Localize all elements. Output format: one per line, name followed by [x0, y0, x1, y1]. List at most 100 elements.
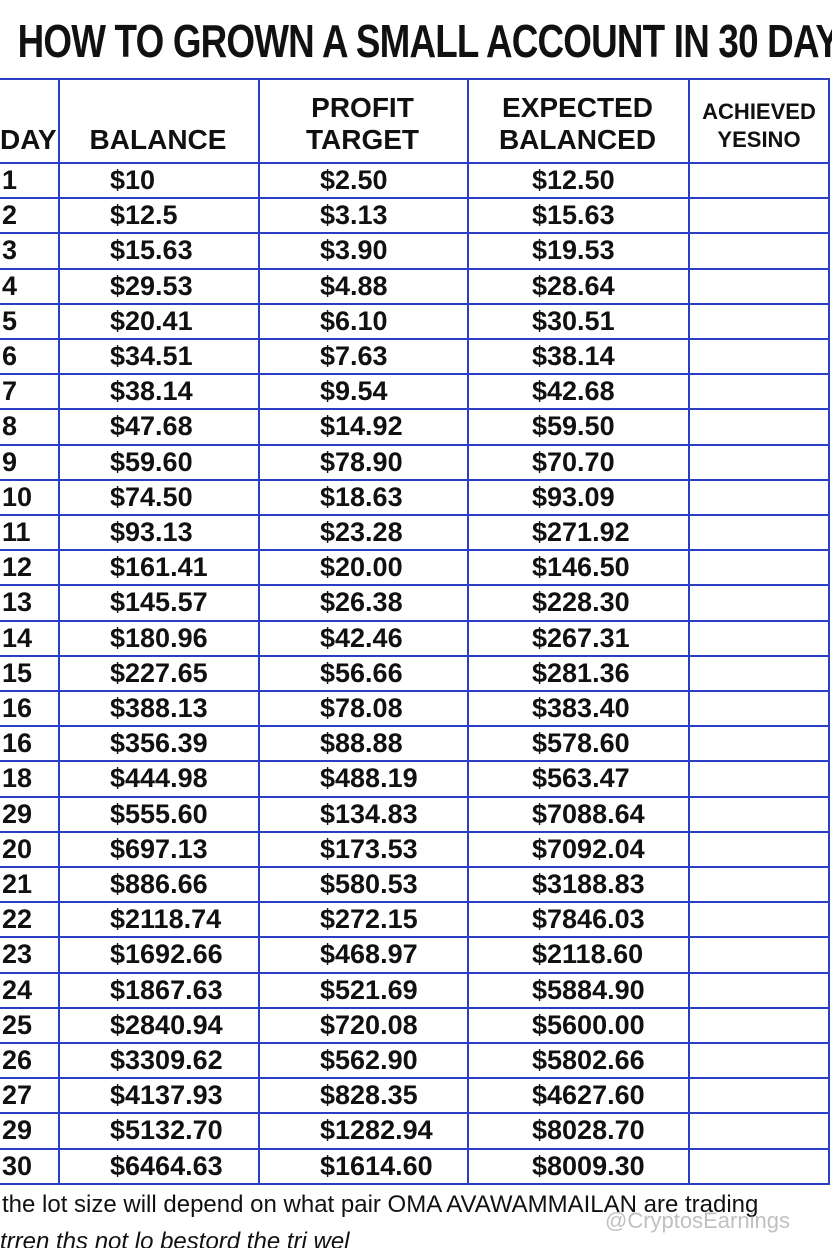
- row-border: [0, 373, 830, 376]
- table-cell: 15: [2, 657, 33, 688]
- table-cell: $59.60: [110, 446, 193, 477]
- table-cell: $8009.30: [532, 1150, 645, 1181]
- column-border: [258, 78, 260, 1185]
- table-cell: $5600.00: [532, 1009, 645, 1040]
- table-cell: 12: [2, 552, 33, 583]
- footnote-cut: trren ths not lo bestord the tri wel: [0, 1228, 350, 1248]
- table-cell: $7846.03: [532, 904, 645, 935]
- table-cell: $7.63: [320, 341, 388, 371]
- table-cell: $146.50: [532, 552, 630, 583]
- table-cell: $34.51: [110, 341, 193, 371]
- table-cell: $5802.66: [532, 1045, 645, 1075]
- table-cell: $42.46: [320, 622, 403, 653]
- table-cell: $23.28: [320, 517, 403, 547]
- table-cell: $7088.64: [532, 798, 645, 829]
- table-cell: $6464.63: [110, 1150, 223, 1181]
- table-cell: $4137.93: [110, 1080, 223, 1111]
- table-cell: $281.36: [532, 657, 630, 688]
- table-cell: 16: [2, 693, 33, 723]
- row-border: [0, 549, 830, 552]
- table-cell: $29.53: [110, 270, 193, 301]
- row-border: [0, 1006, 830, 1009]
- table-cell: 29: [2, 1115, 33, 1146]
- table-cell: $59.50: [532, 411, 615, 442]
- table-cell: $4627.60: [532, 1080, 645, 1111]
- row-border: [0, 830, 830, 833]
- table-cell: $78.90: [320, 446, 403, 477]
- table-cell: $3.90: [320, 235, 388, 266]
- table-cell: $6.10: [320, 305, 388, 336]
- row-border: [0, 78, 830, 80]
- table-cell: $42.68: [532, 376, 615, 407]
- table-cell: $88.88: [320, 728, 403, 759]
- row-border: [0, 443, 830, 446]
- table-cell: $3188.83: [532, 869, 645, 899]
- table-cell: $228.30: [532, 587, 630, 618]
- row-border: [0, 478, 830, 481]
- table-cell: $19.53: [532, 235, 615, 266]
- column-border: [688, 78, 690, 1185]
- column-border: [467, 78, 469, 1185]
- table-cell: 5: [2, 305, 18, 336]
- row-border: [0, 338, 830, 340]
- table-cell: 22: [2, 904, 33, 935]
- table-cell: $521.69: [320, 974, 418, 1005]
- column-border: [828, 78, 830, 1185]
- table-cell: $563.47: [532, 763, 630, 794]
- table-cell: $5884.90: [532, 974, 645, 1005]
- column-header: EXPECTED BALANCED: [498, 92, 657, 155]
- table-cell: $1867.63: [110, 974, 223, 1005]
- row-border: [0, 725, 830, 728]
- table-cell: 20: [2, 833, 33, 864]
- table-cell: $8028.70: [532, 1115, 645, 1146]
- table-cell: 30: [2, 1150, 33, 1181]
- table-cell: $78.08: [320, 693, 403, 723]
- table-cell: $1282.94: [320, 1115, 433, 1146]
- table-cell: $697.13: [110, 833, 208, 864]
- table-cell: $720.08: [320, 1009, 418, 1040]
- table-cell: $20.00: [320, 552, 403, 583]
- row-border: [0, 1147, 830, 1150]
- table-cell: 6: [2, 341, 18, 371]
- table-cell: $20.41: [110, 305, 193, 336]
- table-cell: 9: [2, 446, 18, 477]
- table-cell: $56.66: [320, 657, 403, 688]
- row-border: [0, 1112, 830, 1115]
- table-cell: 18: [2, 763, 33, 794]
- table-cell: 21: [2, 869, 33, 899]
- row-border: [0, 1077, 830, 1080]
- row-border: [0, 514, 830, 516]
- table-cell: $444.98: [110, 763, 208, 794]
- table-cell: $388.13: [110, 693, 208, 723]
- table-cell: $18.63: [320, 481, 403, 512]
- table-cell: 23: [2, 939, 33, 970]
- table-cell: 7: [2, 376, 18, 407]
- table-cell: $145.57: [110, 587, 208, 618]
- table-cell: $1614.60: [320, 1150, 433, 1181]
- row-border: [0, 584, 830, 587]
- table-cell: $9.54: [320, 376, 388, 407]
- row-border: [0, 267, 830, 270]
- row-border: [0, 936, 830, 939]
- table-cell: $93.09: [532, 481, 615, 512]
- table-cell: $468.97: [320, 939, 418, 970]
- table-cell: $74.50: [110, 481, 193, 512]
- table-cell: 27: [2, 1080, 33, 1111]
- row-border: [0, 866, 830, 868]
- table-cell: $272.15: [320, 904, 418, 935]
- table-cell: $161.41: [110, 552, 208, 583]
- row-border: [0, 197, 830, 200]
- table-cell: 2: [2, 200, 18, 231]
- table-cell: $4.88: [320, 270, 388, 301]
- table-cell: $26.38: [320, 587, 403, 618]
- column-header: PROFIT TARGET: [305, 92, 420, 155]
- row-border: [0, 654, 830, 657]
- column-header: DAY: [0, 124, 57, 155]
- row-border: [0, 690, 830, 692]
- table-cell: $562.90: [320, 1045, 418, 1075]
- table-cell: $2840.94: [110, 1009, 223, 1040]
- table-cell: $555.60: [110, 798, 208, 829]
- table-cell: $886.66: [110, 869, 208, 899]
- table-cell: 4: [2, 270, 18, 301]
